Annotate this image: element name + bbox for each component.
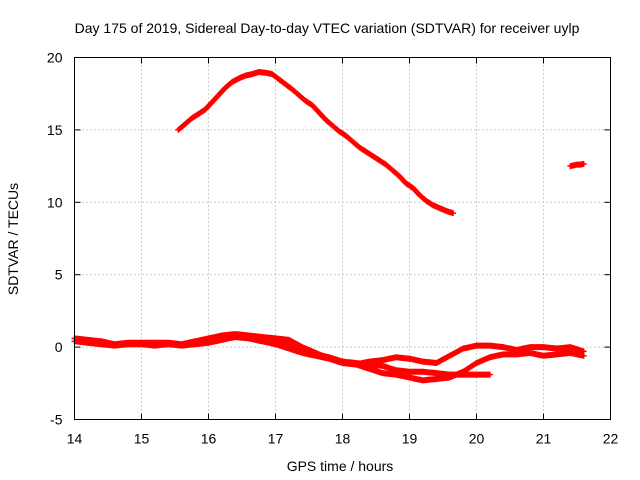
- x-axis-label: GPS time / hours: [287, 458, 394, 474]
- y-tick-label: 15: [47, 122, 63, 138]
- series-late-arc: [567, 160, 587, 170]
- series-low-arc-1: [71, 331, 587, 368]
- plot-area: [71, 68, 587, 384]
- data-point: [486, 371, 493, 378]
- y-tick-label: 5: [55, 267, 63, 283]
- data-point: [580, 352, 587, 359]
- y-tick-label: -5: [50, 412, 63, 428]
- y-tick-label: 20: [47, 50, 63, 66]
- x-tick-label: 20: [469, 431, 485, 447]
- y-axis-label: SDTVAR / TECUs: [5, 183, 21, 295]
- x-tick-label: 18: [335, 431, 351, 447]
- series-high-arc: [175, 68, 457, 217]
- grid: [74, 57, 611, 420]
- x-tick-label: 16: [201, 431, 217, 447]
- y-tick-label: 0: [55, 339, 63, 355]
- series-low-arc-3: [259, 335, 493, 378]
- data-point: [450, 210, 457, 217]
- x-tick-label: 22: [603, 431, 619, 447]
- x-tick-label: 14: [67, 431, 83, 447]
- y-tick-label: 10: [47, 194, 63, 210]
- x-tick-label: 21: [536, 431, 552, 447]
- x-tick-label: 19: [402, 431, 418, 447]
- x-tick-label: 17: [268, 431, 284, 447]
- data-point: [580, 160, 587, 167]
- x-tick-label: 15: [134, 431, 150, 447]
- chart-title: Day 175 of 2019, Sidereal Day-to-day VTE…: [75, 20, 580, 36]
- axis-ticks: 14 15 16 17 18 19 20 21 22 -5 0 5 10 15 20: [47, 50, 619, 447]
